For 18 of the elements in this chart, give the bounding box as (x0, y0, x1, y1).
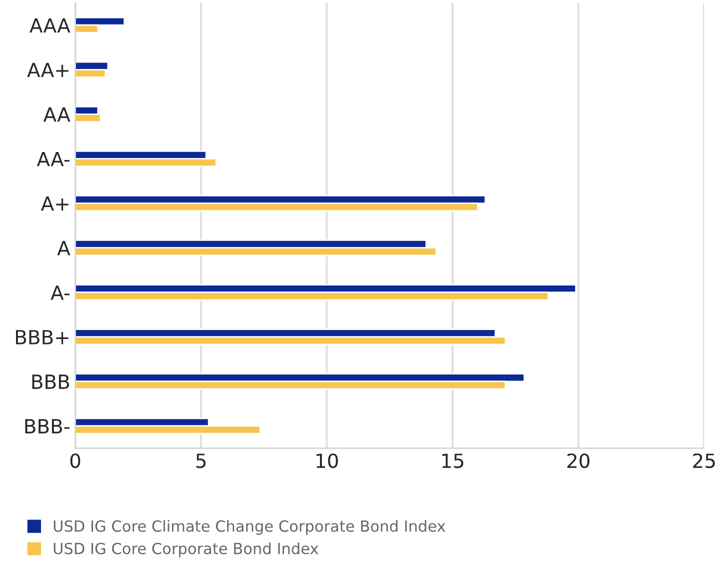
y-tick-label: A- (50, 286, 70, 300)
x-tick-label: 25 (693, 453, 715, 468)
y-tick-label: A (57, 241, 70, 256)
x-tick-label: 10 (316, 453, 338, 468)
y-tick-label: BBB (32, 374, 70, 389)
x-tick-label: 15 (442, 454, 464, 468)
y-tick-label: A+ (40, 196, 68, 211)
x-tick-label: 0 (70, 453, 80, 468)
x-tick-label: 5 (196, 454, 206, 468)
x-tick-label: 20 (567, 453, 590, 468)
y-tick-label: AAA (30, 18, 70, 33)
y-tick-label: BBB+ (16, 330, 68, 344)
legend-label: USD IG Core Climate Change Corporate Bond Index (54, 520, 446, 535)
y-tick-label: AA+ (27, 62, 68, 78)
y-tick-label: AA- (36, 152, 70, 166)
legend-label: USD IG Core Corporate Bond Index (54, 542, 318, 558)
y-tick-label: AA (43, 107, 70, 122)
y-tick-label: BBB- (25, 419, 70, 434)
